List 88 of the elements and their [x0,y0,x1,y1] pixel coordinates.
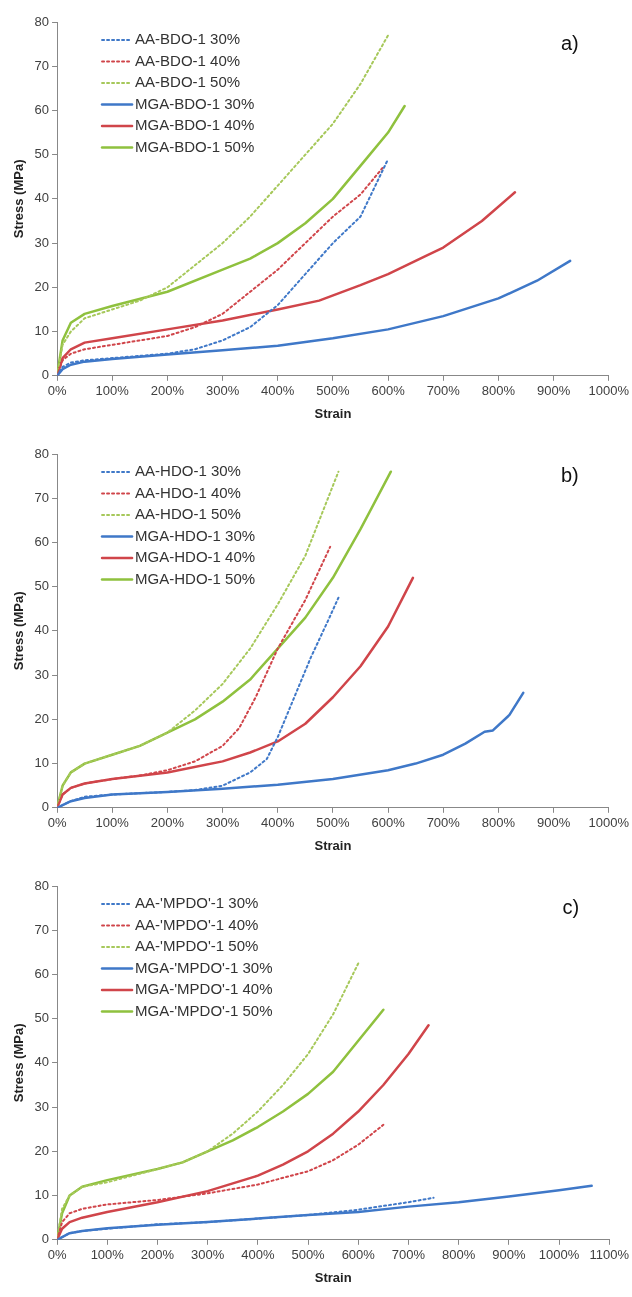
y-tick-label: 10 [34,755,50,771]
x-tick-label: 700% [426,815,461,831]
y-tick-label: 70 [34,57,50,73]
x-tick-label: 400% [241,1247,275,1263]
x-tick-label: 300% [205,815,240,831]
legend-label: MGA-BDO-1 40% [135,116,255,134]
x-tick-label: 900% [536,383,571,399]
y-tick-label: 40 [34,190,50,206]
annotation: b) [560,463,579,486]
y-tick-label: 20 [34,1142,50,1158]
legend-label: AA-BDO-1 50% [135,73,241,91]
x-tick-label: 200% [150,383,185,399]
x-tick-label: 600% [341,1247,376,1263]
y-tick-label: 70 [34,489,50,505]
x-tick-label: 1100% [589,1247,630,1263]
x-tick-label: 800% [481,815,516,831]
legend-label: MGA-'MPDO'-1 30% [135,958,273,976]
y-axis-title: Stress (MPa) [11,591,27,671]
legend-label: MGA-BDO-1 30% [135,94,255,112]
x-tick-label: 700% [426,383,461,399]
y-tick-label: 80 [34,13,50,29]
x-tick-label: 0% [47,1247,67,1263]
x-tick-label: 500% [291,1247,326,1263]
y-tick-label: 30 [34,666,50,682]
y-tick-label: 30 [34,234,50,250]
x-tick-label: 600% [371,815,406,831]
x-tick-label: 500% [316,815,350,831]
legend-label: AA-'MPDO'-1 30% [135,894,259,912]
x-tick-label: 1000% [538,1247,580,1263]
legend-label: MGA-HDO-1 40% [135,548,256,566]
legend-label: MGA-HDO-1 50% [135,569,256,587]
x-axis-title: Strain [314,837,352,853]
y-tick-label: 50 [34,146,50,162]
legend-label: AA-BDO-1 30% [135,30,241,48]
x-tick-label: 1000% [588,383,630,399]
x-tick-label: 200% [150,815,185,831]
y-axis-title: Stress (MPa) [11,1023,27,1103]
y-tick-label: 20 [34,710,50,726]
x-tick-label: 600% [371,383,406,399]
x-tick-label: 500% [316,383,350,399]
x-tick-label: 400% [261,383,295,399]
y-tick-label: 20 [34,278,50,294]
x-axis-title: Strain [314,1269,352,1285]
legend-label: AA-HDO-1 50% [135,505,241,523]
x-tick-label: 300% [191,1247,225,1263]
legend-label: AA-HDO-1 30% [135,462,241,480]
y-tick-label: 60 [34,966,50,982]
legend-label: MGA-BDO-1 50% [135,137,255,155]
x-tick-label: 300% [205,383,240,399]
x-axis-title: Strain [314,405,352,421]
y-tick-label: 0 [41,367,50,383]
y-tick-label: 50 [34,578,50,594]
y-tick-label: 10 [34,1187,50,1203]
annotation: a) [560,31,579,54]
y-tick-label: 50 [34,1010,50,1026]
x-tick-label: 900% [536,815,571,831]
x-tick-label: 0% [47,815,67,831]
y-axis-title: Stress (MPa) [11,159,27,239]
legend-label: MGA-'MPDO'-1 50% [135,1001,273,1019]
x-tick-label: 800% [442,1247,476,1263]
y-tick-label: 80 [34,445,50,461]
y-tick-label: 60 [34,534,50,550]
legend-label: MGA-HDO-1 30% [135,526,256,544]
x-tick-label: 100% [95,383,130,399]
y-tick-label: 70 [34,921,50,937]
legend-label: AA-BDO-1 40% [135,51,241,69]
legend-label: AA-'MPDO'-1 50% [135,937,259,955]
y-tick-label: 10 [34,323,50,339]
y-tick-label: 0 [41,1231,50,1247]
annotation: c) [562,895,580,918]
x-tick-label: 1000% [588,815,630,831]
y-tick-label: 30 [34,1098,50,1114]
y-tick-label: 80 [34,877,50,893]
y-tick-label: 40 [34,622,50,638]
x-tick-label: 700% [391,1247,426,1263]
x-tick-label: 100% [95,815,130,831]
x-tick-label: 800% [481,383,516,399]
x-tick-label: 100% [90,1247,125,1263]
legend-label: AA-HDO-1 40% [135,483,241,501]
x-tick-label: 400% [261,815,295,831]
y-tick-label: 40 [34,1054,50,1070]
legend-label: AA-'MPDO'-1 40% [135,915,259,933]
x-tick-label: 900% [492,1247,526,1263]
legend-label: MGA-'MPDO'-1 40% [135,980,273,998]
x-tick-label: 0% [47,383,67,399]
y-tick-label: 60 [34,102,50,118]
y-tick-label: 0 [41,799,50,815]
x-tick-label: 200% [140,1247,175,1263]
